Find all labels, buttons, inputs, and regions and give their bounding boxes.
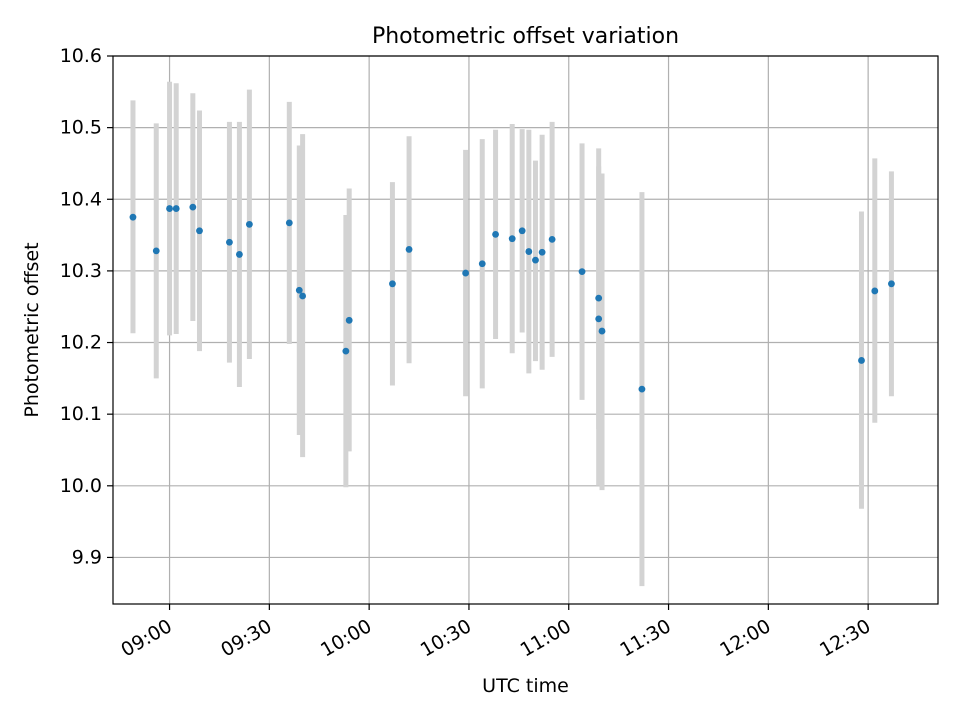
data-point — [548, 235, 556, 243]
data-point — [888, 280, 895, 288]
data-point — [189, 203, 197, 211]
y-axis-label: Photometric offset — [21, 242, 43, 417]
data-points — [129, 203, 895, 393]
grid — [113, 55, 938, 604]
y-tick-label: 10.3 — [60, 260, 102, 282]
data-point — [152, 247, 160, 255]
data-point — [638, 385, 646, 393]
data-point — [295, 286, 303, 294]
data-point — [236, 251, 243, 258]
data-point — [871, 287, 879, 295]
y-tick-label: 10.0 — [60, 475, 102, 497]
y-tick-label: 10.1 — [60, 403, 102, 425]
y-tick-label: 9.9 — [72, 546, 102, 568]
data-point — [129, 213, 137, 221]
y-axis-ticks: 9.9 10.0 10.1 10.2 10.3 10.4 10.5 10.6 — [60, 45, 113, 568]
data-point — [598, 327, 606, 335]
y-tick-label: 10.6 — [60, 45, 102, 67]
plot-frame — [112, 55, 939, 605]
data-point — [345, 316, 353, 324]
data-point — [166, 205, 173, 212]
data-point — [245, 220, 253, 228]
data-point — [595, 294, 603, 302]
data-point — [518, 227, 526, 235]
data-point — [172, 205, 180, 212]
data-point — [508, 235, 516, 243]
y-tick-label: 10.5 — [60, 117, 102, 139]
data-point — [595, 315, 603, 323]
chart-title: Photometric offset variation — [372, 24, 679, 49]
y-tick-label: 10.4 — [60, 188, 102, 210]
y-tick-label: 10.2 — [60, 332, 102, 354]
x-axis-label: UTC time — [482, 675, 569, 697]
data-point — [405, 246, 413, 253]
data-point — [462, 269, 470, 277]
data-point — [299, 292, 307, 300]
data-point — [532, 256, 539, 264]
plot-area — [113, 56, 938, 604]
data-point — [525, 248, 533, 255]
data-point — [478, 260, 486, 268]
data-point — [342, 347, 350, 355]
data-point — [196, 227, 203, 235]
data-point — [578, 268, 586, 276]
data-point — [389, 280, 396, 288]
data-point — [226, 238, 233, 246]
data-point — [492, 230, 499, 238]
data-point — [538, 248, 546, 256]
data-point — [858, 357, 865, 364]
data-point — [285, 219, 293, 227]
